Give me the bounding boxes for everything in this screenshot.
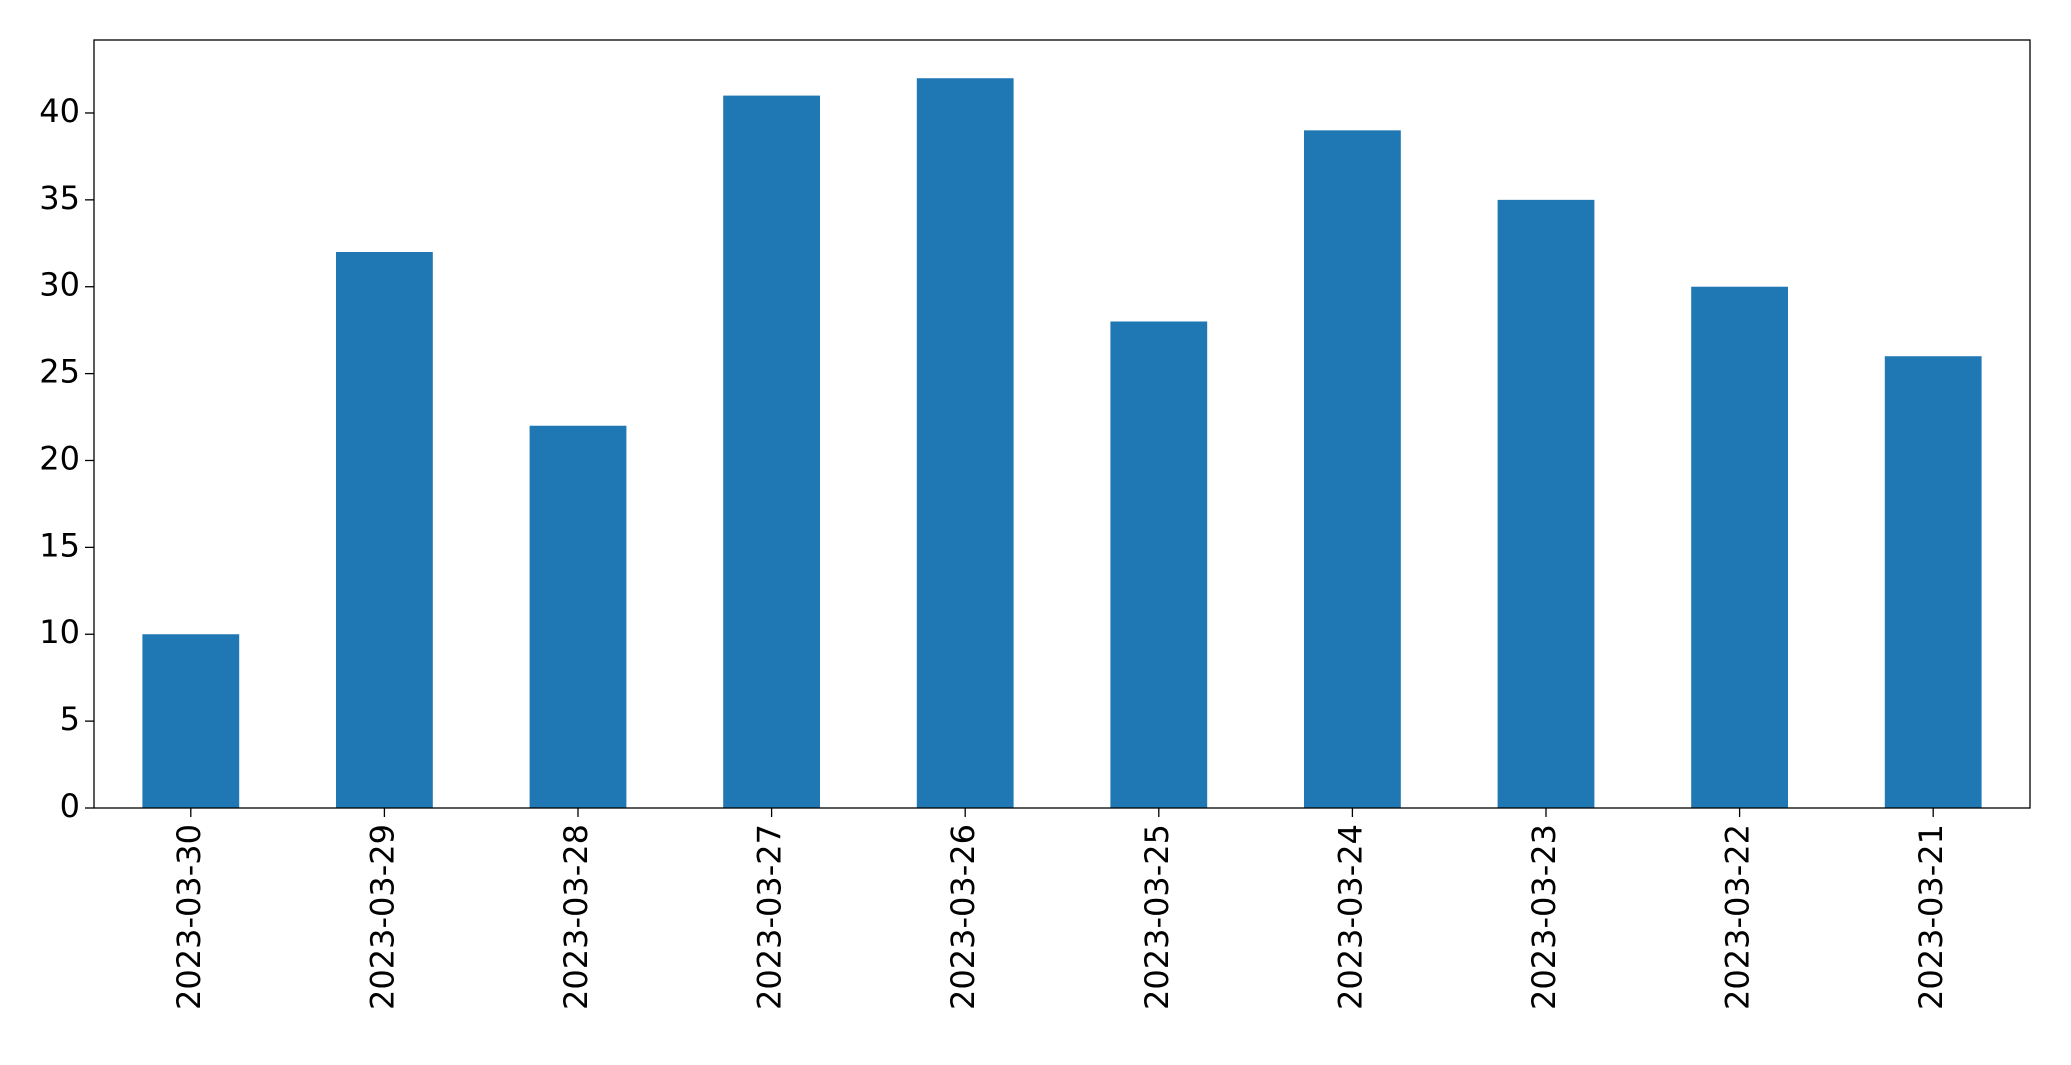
bar xyxy=(1304,130,1401,809)
x-tick-label: 2023-03-25 xyxy=(1138,824,1176,1010)
x-tick-label: 2023-03-28 xyxy=(557,824,595,1010)
bar xyxy=(1691,286,1788,808)
plot-frame xyxy=(93,39,2031,809)
y-tick-label: 35 xyxy=(39,179,80,217)
y-tick-label: 15 xyxy=(39,526,80,564)
y-tick-label: 20 xyxy=(39,439,80,477)
x-tick-label: 2023-03-27 xyxy=(751,824,789,1010)
x-tick-label: 2023-03-21 xyxy=(1912,824,1950,1010)
x-tick-label: 2023-03-29 xyxy=(363,824,401,1010)
y-tick-label: 30 xyxy=(39,266,80,304)
x-tick-label: 2023-03-26 xyxy=(944,824,982,1010)
bar xyxy=(529,425,627,808)
y-tick-label: 10 xyxy=(39,613,80,651)
x-tick-label: 2023-03-24 xyxy=(1331,824,1369,1010)
bar xyxy=(1497,199,1595,808)
y-tick-label: 40 xyxy=(39,92,80,130)
x-tick-label: 2023-03-23 xyxy=(1525,824,1563,1010)
bar xyxy=(1884,356,1982,808)
bar xyxy=(142,634,240,808)
x-tick-label: 2023-03-22 xyxy=(1719,824,1757,1010)
bar xyxy=(723,95,820,808)
bar xyxy=(1110,321,1208,808)
y-tick-label: 5 xyxy=(60,700,80,738)
y-tick-label: 0 xyxy=(60,787,80,825)
y-tick-label: 25 xyxy=(39,353,80,391)
bar xyxy=(916,78,1014,808)
bar xyxy=(336,251,433,808)
x-tick-label: 2023-03-30 xyxy=(170,824,208,1010)
